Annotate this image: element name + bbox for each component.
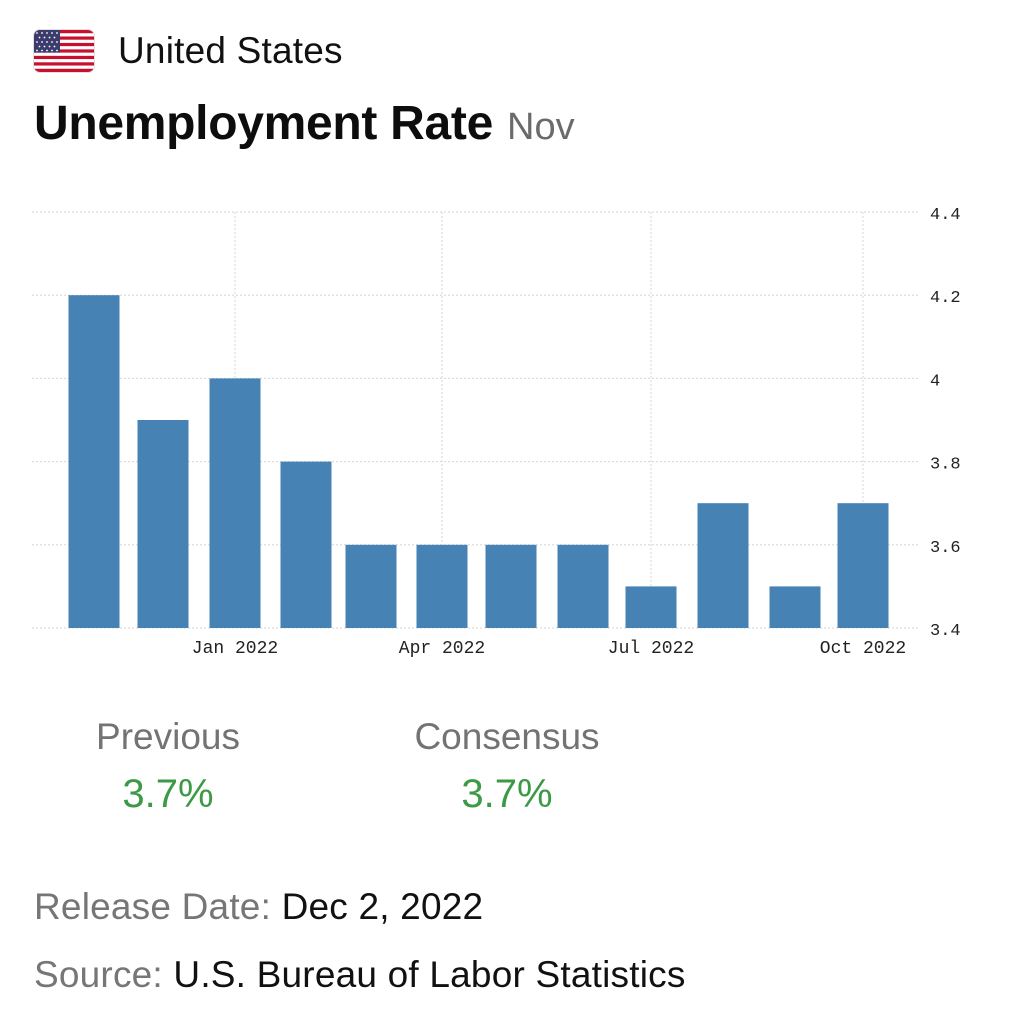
x-tick-label: Oct 2022 (820, 639, 906, 659)
bar (137, 420, 189, 628)
bar (280, 461, 332, 628)
y-tick-label: 3.6 (930, 539, 961, 558)
indicator-period: Nov (507, 106, 575, 148)
previous-value: 3.7% (122, 772, 214, 816)
bar (769, 586, 821, 628)
bar (557, 544, 609, 628)
country-name: United States (118, 30, 343, 71)
bar (625, 586, 677, 628)
bar (68, 295, 120, 628)
unemployment-bar-chart: 4.4 4.2 4 3.8 3.6 3.4 Jan 2022 Apr 2022 Jul 2022… (32, 206, 961, 659)
bar (697, 503, 749, 628)
bar (485, 544, 537, 628)
bar (416, 544, 468, 628)
bar (837, 503, 889, 628)
y-tick-label: 3.4 (930, 622, 961, 641)
previous-label: Previous (96, 716, 240, 757)
country-header: United States (34, 30, 343, 72)
x-tick-label: Jul 2022 (608, 639, 694, 659)
source-value: U.S. Bureau of Labor Statistics (173, 954, 686, 995)
consensus-value: 3.7% (461, 772, 553, 816)
y-tick-label: 4.4 (930, 206, 961, 225)
release-date-line: Release Date: Dec 2, 2022 (34, 886, 483, 928)
consensus-stat: Consensus 3.7% (390, 716, 624, 817)
source-label: Source: (34, 954, 163, 995)
bar (345, 544, 397, 628)
y-tick-label: 4.2 (930, 289, 961, 308)
x-tick-label: Apr 2022 (399, 639, 485, 659)
indicator-title: Unemployment Rate (34, 97, 493, 150)
release-date-label: Release Date: (34, 886, 272, 927)
source-line: Source: U.S. Bureau of Labor Statistics (34, 954, 686, 996)
stats-row: Previous 3.7% Consensus 3.7% (0, 716, 1013, 836)
bar (209, 378, 261, 628)
title-row: Unemployment Rate Nov (34, 96, 575, 151)
us-flag-icon (34, 30, 94, 72)
x-tick-label: Jan 2022 (192, 639, 278, 659)
consensus-label: Consensus (414, 716, 600, 757)
release-date-value: Dec 2, 2022 (281, 886, 484, 927)
previous-stat: Previous 3.7% (70, 716, 266, 817)
y-tick-label: 3.8 (930, 456, 961, 475)
y-tick-label: 4 (930, 372, 940, 391)
